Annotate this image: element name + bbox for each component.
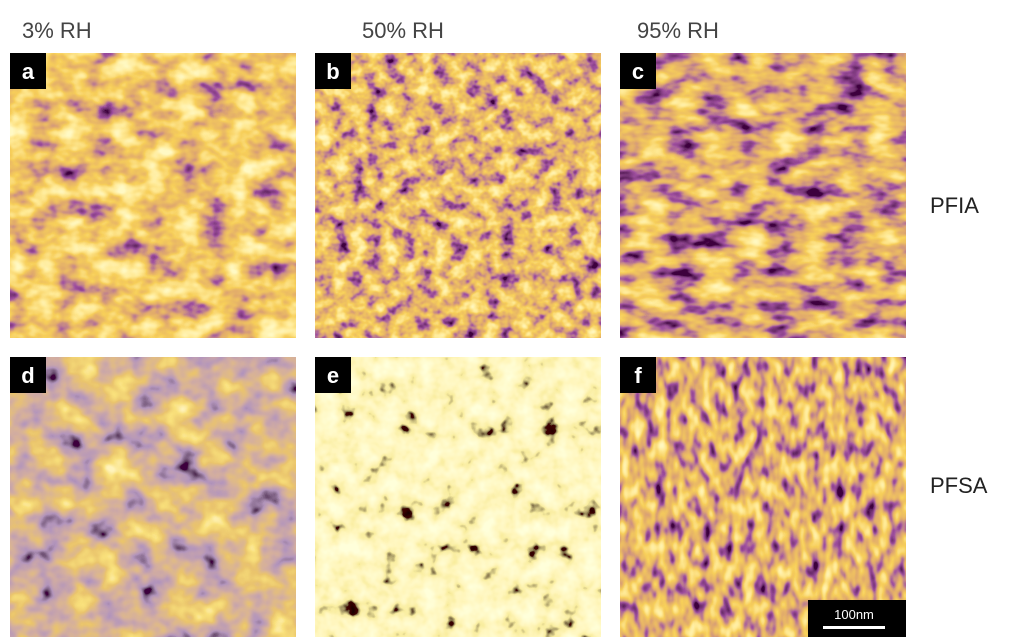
- afm-panel: b: [315, 53, 601, 338]
- afm-image: [10, 357, 296, 637]
- afm-image: [10, 53, 296, 338]
- scale-bar-line: [823, 626, 885, 629]
- column-header: 95% RH: [637, 18, 719, 43]
- panel-letter: a: [22, 59, 35, 84]
- afm-panel: e: [315, 357, 601, 637]
- afm-image: [620, 53, 906, 338]
- panel-letter: c: [632, 59, 644, 84]
- afm-panel: f: [620, 357, 906, 637]
- figure: 3% RH 50% RH 95% RH PFIA PFSA a b c d e f 100nm: [0, 0, 1011, 637]
- scale-bar-label: 100nm: [834, 607, 874, 622]
- afm-panel: a: [10, 53, 296, 338]
- afm-panel: c: [620, 53, 906, 338]
- panel-letter: e: [327, 363, 339, 388]
- scale-bar: 100nm: [808, 600, 906, 637]
- afm-image: [315, 357, 601, 637]
- figure-canvas: 3% RH 50% RH 95% RH PFIA PFSA a b c d e f 100nm: [0, 0, 1011, 637]
- row-label: PFSA: [930, 473, 988, 498]
- panel-letter: f: [634, 363, 642, 388]
- afm-image: [620, 357, 906, 637]
- column-header: 50% RH: [362, 18, 444, 43]
- afm-image: [315, 53, 601, 338]
- afm-panel: d: [10, 357, 296, 637]
- panel-letter: d: [21, 363, 34, 388]
- panel-letter: b: [326, 59, 339, 84]
- column-header: 3% RH: [22, 18, 92, 43]
- row-label: PFIA: [930, 193, 979, 218]
